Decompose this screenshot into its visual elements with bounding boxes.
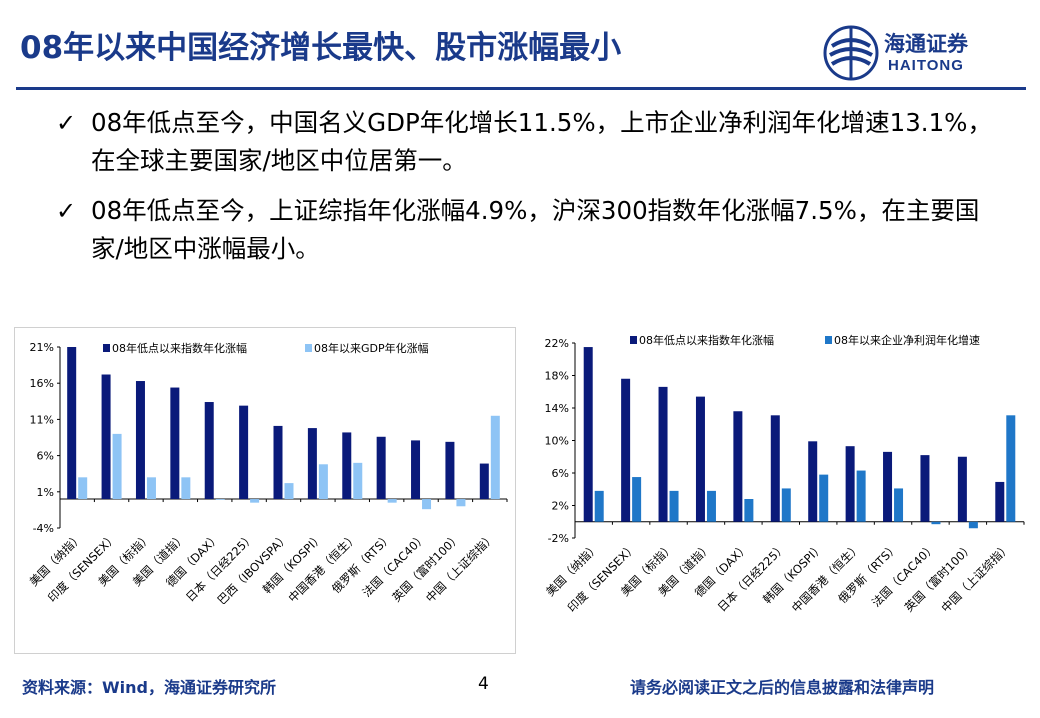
y-tick-label: 11% bbox=[30, 413, 54, 426]
chart-index-vs-profit: 22% 18% 14% 10% 6% 2% -2% 美国（纳指） 印度（SENSEX） 美国（标指… bbox=[530, 327, 1030, 652]
bar-series-b bbox=[594, 490, 604, 522]
bullet-text: 08年低点至今，上证综指年化涨幅4.9%，沪深300指数年化涨幅7.5%，在主要… bbox=[91, 196, 980, 263]
bar-series-a bbox=[808, 441, 818, 522]
haitong-logo-icon bbox=[823, 25, 879, 81]
bar-series-a bbox=[883, 451, 893, 522]
bar-series-b bbox=[669, 490, 679, 522]
bar-series-a bbox=[621, 378, 631, 522]
chart-index-vs-profit-svg: 22%18%14%10%6%2%-2%美国（纳指）印度（SENSEX）美国（标指… bbox=[543, 333, 1025, 615]
logo-text-cn: 海通证券 bbox=[884, 31, 968, 56]
bar-series-a bbox=[307, 428, 317, 500]
bar-series-a bbox=[170, 387, 180, 500]
bar-series-b bbox=[318, 464, 328, 500]
bullet-list: ✓ 08年低点至今，中国名义GDP年化增长11.5%，上市企业净利润年化增速13… bbox=[56, 104, 1006, 280]
bar-series-a bbox=[658, 386, 668, 522]
bar-series-b bbox=[706, 490, 716, 522]
disclaimer-note: 请务必阅读正文之后的信息披露和法律声明 bbox=[630, 678, 935, 697]
y-tick-label: 18% bbox=[545, 370, 569, 383]
y-tick-label: 6% bbox=[552, 467, 569, 480]
haitong-logo: 海通证券 HAITONG bbox=[822, 24, 1022, 82]
y-tick-label: 22% bbox=[545, 337, 569, 350]
bar-series-a bbox=[376, 436, 386, 500]
category-label: 英国（富时100） bbox=[902, 540, 976, 614]
check-icon: ✓ bbox=[56, 197, 77, 225]
bullet-text: 08年低点至今，中国名义GDP年化增长11.5%，上市企业净利润年化增速13.1… bbox=[91, 108, 992, 175]
y-tick-label: 10% bbox=[545, 435, 569, 448]
bar-series-a bbox=[770, 415, 780, 522]
category-label: 日本（日经225） bbox=[715, 540, 789, 614]
bar-series-b bbox=[250, 499, 260, 503]
legend-label: 08年低点以来指数年化涨幅 bbox=[112, 341, 247, 355]
bar-series-a bbox=[135, 381, 145, 500]
bar-series-a bbox=[733, 411, 743, 522]
page-title: 08年以来中国经济增长最快、股市涨幅最小 bbox=[20, 30, 622, 66]
legend-label: 08年以来企业净利润年化增速 bbox=[834, 333, 980, 347]
bar-series-a bbox=[411, 440, 421, 500]
bullet-item: ✓ 08年低点至今，中国名义GDP年化增长11.5%，上市企业净利润年化增速13… bbox=[56, 104, 1006, 180]
bar-series-a bbox=[101, 374, 111, 500]
category-label: 俄罗斯（RTS） bbox=[329, 530, 395, 596]
bar-series-b bbox=[181, 477, 191, 500]
page-number: 4 bbox=[478, 674, 489, 694]
bar-series-b bbox=[632, 477, 642, 522]
bar-series-b bbox=[1006, 415, 1016, 522]
legend-swatch bbox=[825, 336, 832, 344]
bar-series-b bbox=[146, 477, 156, 500]
bar-series-b bbox=[856, 470, 866, 522]
header-divider bbox=[16, 87, 1026, 90]
bar-series-b bbox=[353, 462, 363, 500]
y-tick-label: 6% bbox=[37, 450, 54, 463]
source-note: 资料来源：Wind，海通证券研究所 bbox=[22, 678, 276, 697]
legend-label: 08年低点以来指数年化涨幅 bbox=[639, 333, 774, 347]
bar-series-b bbox=[422, 499, 432, 510]
bar-series-b bbox=[894, 488, 904, 522]
chart-index-vs-gdp-svg: 21%16%11%6%1%-4%美国（纳指）印度（SENSEX）美国（标指）美国… bbox=[27, 341, 508, 607]
chart-index-vs-gdp: 21% 16% 11% 6% 1% -4% 美国（纳指） 印度（SENSEX） 美国（标指） 美国… bbox=[14, 327, 516, 654]
bar-series-b bbox=[968, 521, 978, 529]
bar-series-b bbox=[78, 477, 88, 500]
bullet-item: ✓ 08年低点至今，上证综指年化涨幅4.9%，沪深300指数年化涨幅7.5%，在… bbox=[56, 192, 1006, 268]
legend-swatch bbox=[630, 336, 637, 344]
bar-series-a bbox=[204, 402, 214, 500]
logo-text-en: HAITONG bbox=[888, 57, 964, 74]
bar-series-a bbox=[239, 405, 249, 500]
bar-series-b bbox=[781, 488, 791, 522]
legend-swatch bbox=[305, 344, 312, 352]
category-label: 中国（上证综指） bbox=[938, 540, 1013, 615]
bar-series-b bbox=[490, 415, 500, 500]
legend-label: 08年以来GDP年化涨幅 bbox=[314, 341, 429, 355]
bar-series-a bbox=[920, 455, 930, 522]
bar-series-a bbox=[273, 425, 283, 500]
check-icon: ✓ bbox=[56, 109, 77, 137]
bar-series-a bbox=[995, 481, 1005, 522]
bar-series-a bbox=[67, 347, 77, 500]
bar-series-b bbox=[744, 499, 754, 522]
bar-series-a bbox=[695, 396, 705, 522]
y-tick-label: 2% bbox=[552, 500, 569, 513]
legend-swatch bbox=[103, 344, 110, 352]
bar-series-a bbox=[479, 463, 489, 500]
bar-series-a bbox=[957, 456, 967, 522]
y-tick-label: 14% bbox=[545, 402, 569, 415]
bar-series-a bbox=[583, 347, 593, 522]
y-tick-label: 21% bbox=[30, 341, 54, 354]
bar-series-a bbox=[342, 432, 352, 500]
y-tick-label: 16% bbox=[30, 377, 54, 390]
bar-series-b bbox=[456, 499, 466, 507]
y-tick-label: 1% bbox=[37, 486, 54, 499]
bar-series-b bbox=[112, 433, 122, 500]
y-tick-label: -2% bbox=[548, 532, 569, 545]
y-tick-label: -4% bbox=[33, 522, 54, 535]
bar-series-a bbox=[845, 446, 855, 522]
bar-series-b bbox=[931, 521, 941, 525]
bar-series-b bbox=[387, 499, 397, 503]
bar-series-b bbox=[215, 499, 225, 500]
bar-series-a bbox=[445, 441, 455, 500]
bar-series-b bbox=[284, 483, 294, 500]
bar-series-b bbox=[819, 474, 829, 522]
